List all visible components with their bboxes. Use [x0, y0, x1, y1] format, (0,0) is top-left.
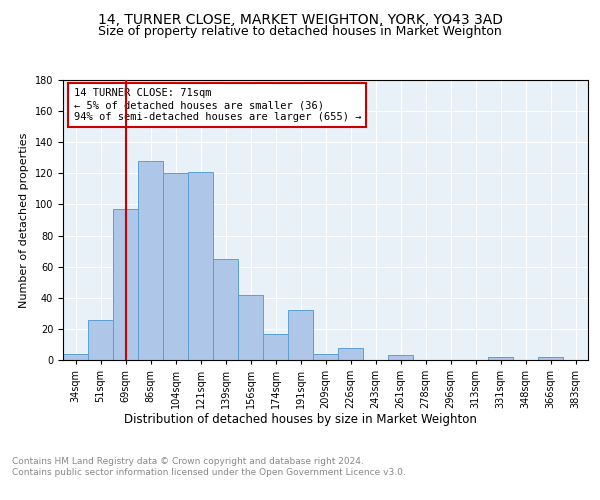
Bar [488, 357, 513, 360]
Bar [113, 209, 138, 360]
Text: Size of property relative to detached houses in Market Weighton: Size of property relative to detached ho… [98, 25, 502, 38]
Bar [238, 294, 263, 360]
Bar [163, 174, 188, 360]
Text: 14, TURNER CLOSE, MARKET WEIGHTON, YORK, YO43 3AD: 14, TURNER CLOSE, MARKET WEIGHTON, YORK,… [97, 12, 503, 26]
Bar [288, 310, 313, 360]
Bar [313, 354, 338, 360]
Bar [388, 356, 413, 360]
Bar [138, 161, 163, 360]
Bar [263, 334, 288, 360]
Bar [213, 259, 238, 360]
Bar [338, 348, 363, 360]
Bar [88, 320, 113, 360]
Text: Contains HM Land Registry data © Crown copyright and database right 2024.
Contai: Contains HM Land Registry data © Crown c… [12, 458, 406, 477]
Text: Distribution of detached houses by size in Market Weighton: Distribution of detached houses by size … [124, 412, 476, 426]
Bar [188, 172, 213, 360]
Y-axis label: Number of detached properties: Number of detached properties [19, 132, 29, 308]
Bar [63, 354, 88, 360]
Bar [538, 357, 563, 360]
Text: 14 TURNER CLOSE: 71sqm
← 5% of detached houses are smaller (36)
94% of semi-deta: 14 TURNER CLOSE: 71sqm ← 5% of detached … [74, 88, 361, 122]
